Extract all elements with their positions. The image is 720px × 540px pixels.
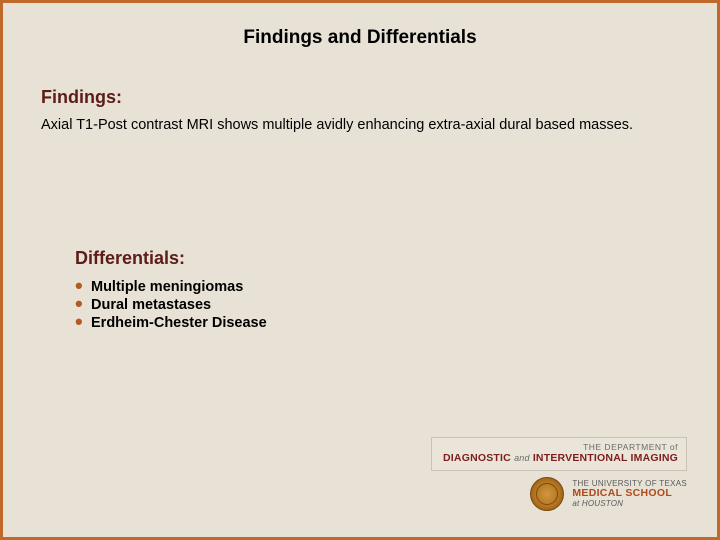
differentials-heading: Differentials:: [75, 248, 679, 269]
list-item: Dural metastases: [75, 297, 679, 313]
uni-line2: MEDICAL SCHOOL: [572, 488, 687, 499]
dept-small-text: THE DEPARTMENT of: [440, 442, 678, 452]
slide-container: Findings and Differentials Findings: Axi…: [0, 0, 720, 540]
department-logo: THE DEPARTMENT of DIAGNOSTIC and INTERVE…: [431, 437, 687, 471]
slide-title: Findings and Differentials: [41, 27, 679, 49]
findings-heading: Findings:: [41, 87, 679, 108]
differentials-list: Multiple meningiomas Dural metastases Er…: [75, 279, 679, 331]
university-text: THE UNIVERSITY OF TEXAS MEDICAL SCHOOL a…: [572, 480, 687, 508]
list-item-label: Erdheim-Chester Disease: [91, 315, 267, 331]
dept-main-a: DIAGNOSTIC: [443, 452, 511, 464]
dept-main-text: DIAGNOSTIC and INTERVENTIONAL IMAGING: [440, 452, 678, 464]
list-item-label: Dural metastases: [91, 297, 211, 313]
university-logo: THE UNIVERSITY OF TEXAS MEDICAL SCHOOL a…: [431, 477, 687, 511]
footer-logo-block: THE DEPARTMENT of DIAGNOSTIC and INTERVE…: [431, 437, 687, 511]
dept-main-b: INTERVENTIONAL IMAGING: [533, 452, 678, 464]
list-item: Multiple meningiomas: [75, 279, 679, 295]
findings-body: Axial T1-Post contrast MRI shows multipl…: [41, 116, 679, 134]
uni-line3: at HOUSTON: [572, 500, 687, 508]
list-item: Erdheim-Chester Disease: [75, 315, 679, 331]
list-item-label: Multiple meningiomas: [91, 279, 243, 295]
seal-icon: [530, 477, 564, 511]
dept-main-and: and: [514, 453, 530, 463]
